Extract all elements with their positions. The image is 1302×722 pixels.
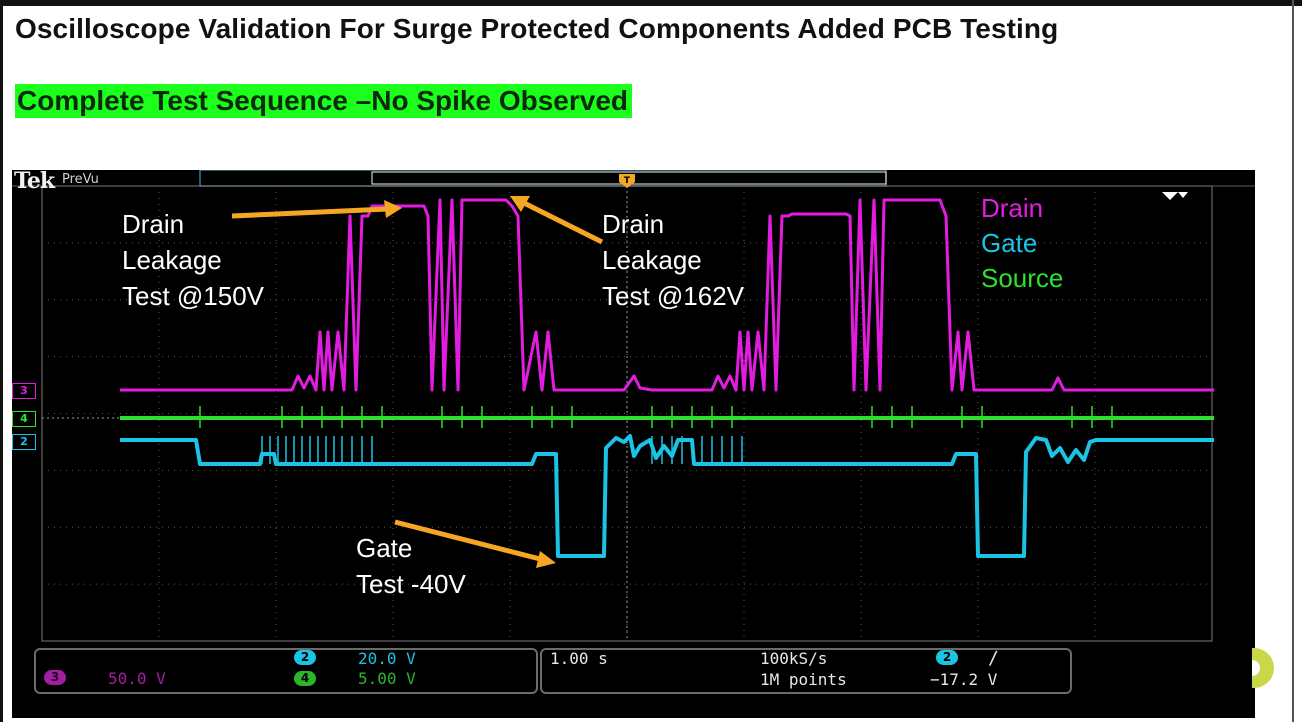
arrow-drain-150 bbox=[231, 206, 389, 219]
side-logo-mark bbox=[1252, 648, 1274, 688]
trigger-level-indicator bbox=[1162, 192, 1178, 200]
tek-logo: Tek bbox=[14, 170, 55, 194]
trigger-level: −17.2 V bbox=[930, 670, 998, 689]
window-left-border bbox=[0, 0, 3, 722]
annotation-drain-150: Drain Leakage Test @150V bbox=[122, 209, 265, 311]
trigger-position-marker bbox=[619, 174, 635, 188]
gate-waveform bbox=[120, 434, 1214, 558]
ch4-scale: 5.00 V bbox=[358, 669, 416, 688]
channel-2-marker[interactable]: 2 bbox=[12, 434, 36, 450]
ch3-scale: 50.0 V bbox=[108, 669, 166, 688]
window-right-border bbox=[1292, 0, 1294, 722]
ch3-badge: 3 bbox=[44, 670, 66, 685]
oscilloscope-screenshot: T Tek PreVu 3 4 2 Drain Leakage Test @15… bbox=[12, 170, 1255, 718]
legend-source: Source bbox=[981, 263, 1064, 293]
ch2-badge: 2 bbox=[294, 650, 316, 665]
vertical-settings-panel[interactable]: 3 50.0 V 2 20.0 V 4 5.00 V bbox=[34, 648, 538, 694]
ch4-badge: 4 bbox=[294, 671, 316, 686]
source-glitches bbox=[199, 406, 1113, 428]
record-length: 1M points bbox=[760, 670, 847, 689]
timebase: 1.00 s bbox=[550, 649, 608, 668]
legend-drain: Drain bbox=[981, 193, 1044, 223]
trigger-slope-icon: ∕ bbox=[988, 648, 999, 669]
window-top-border bbox=[0, 0, 1302, 6]
trigger-marker-label: T bbox=[624, 176, 631, 186]
gate-glitches bbox=[261, 436, 743, 464]
subtitle-highlight: Complete Test Sequence –No Spike Observe… bbox=[15, 84, 633, 118]
annotation-drain-162: Drain Leakage Test @162V bbox=[602, 209, 745, 311]
channel-3-marker[interactable]: 3 bbox=[12, 383, 36, 399]
sample-rate: 100kS/s bbox=[760, 649, 828, 668]
legend-gate: Gate bbox=[981, 228, 1038, 258]
ch2-scale: 20.0 V bbox=[358, 649, 416, 668]
arrow-drain-162 bbox=[520, 199, 604, 245]
arrow-gate-test bbox=[394, 519, 545, 563]
trigger-channel-badge: 2 bbox=[936, 650, 958, 665]
horizontal-settings-panel[interactable]: 1.00 s 100kS/s 1M points 2 ∕ −17.2 V bbox=[540, 648, 1072, 694]
channel-4-marker[interactable]: 4 bbox=[12, 411, 36, 427]
page-title: Oscilloscope Validation For Surge Protec… bbox=[15, 13, 1059, 44]
drain-waveform bbox=[120, 198, 1214, 392]
annotation-gate-test: Gate Test -40V bbox=[356, 533, 466, 599]
scope-display: T bbox=[12, 170, 1255, 642]
acquisition-mode-label: PreVu bbox=[62, 172, 99, 187]
